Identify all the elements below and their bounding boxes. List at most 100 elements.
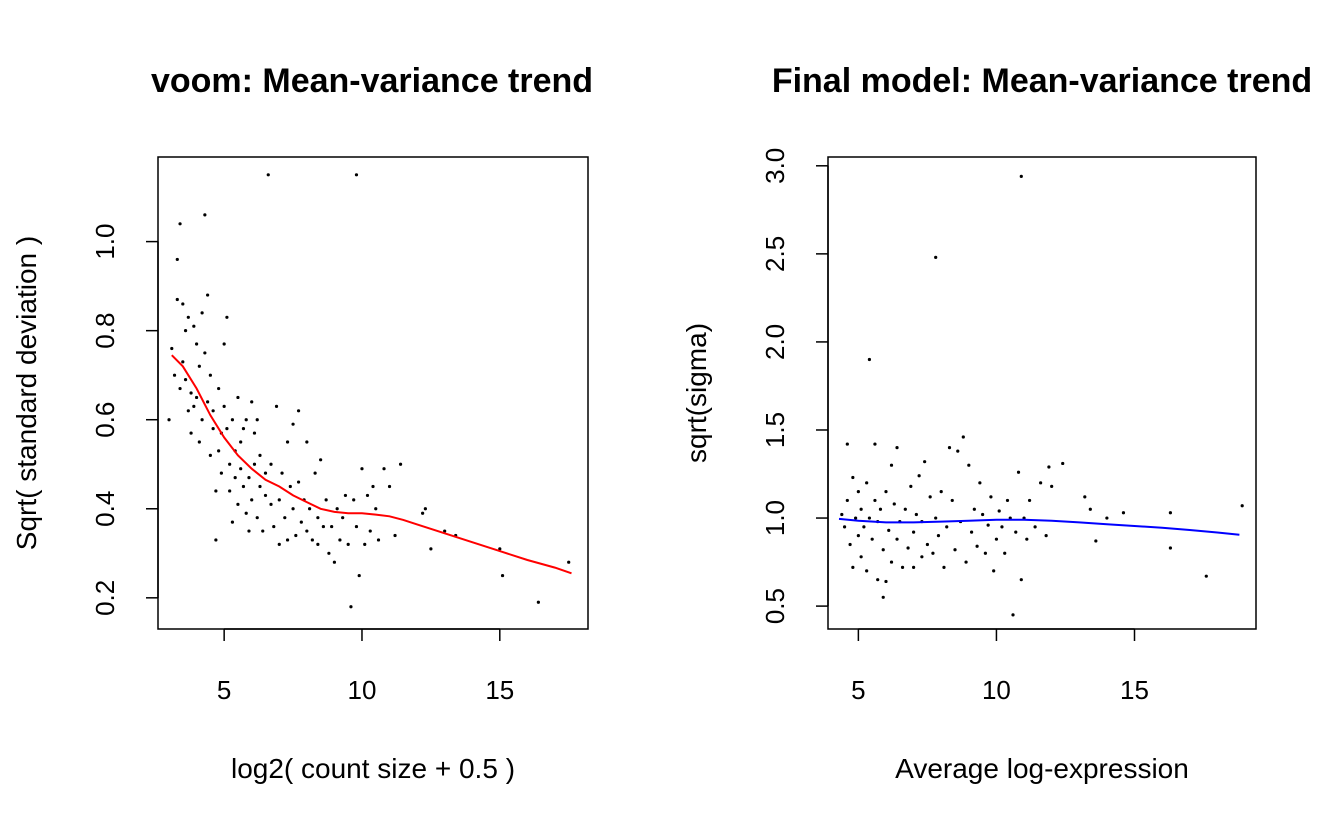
data-point [881, 548, 885, 552]
data-point [263, 471, 268, 475]
data-point [997, 509, 1001, 513]
y-tick-label: 0.6 [90, 402, 120, 438]
data-point [936, 534, 941, 538]
data-point [1014, 530, 1018, 534]
data-point [867, 357, 872, 362]
data-point [266, 173, 270, 177]
data-point [429, 547, 433, 551]
data-point [1039, 481, 1043, 485]
data-point [186, 315, 190, 319]
data-point [859, 555, 863, 559]
chart-title: Final model: Mean-variance trend [772, 62, 1312, 100]
data-point [194, 342, 199, 346]
scatter-points [840, 174, 1244, 617]
data-point [261, 529, 265, 533]
data-point [247, 529, 251, 533]
data-point [354, 524, 359, 529]
data-point [934, 516, 938, 520]
data-point [230, 520, 235, 524]
data-point [1168, 546, 1172, 550]
data-point [876, 578, 880, 582]
data-point [175, 297, 179, 302]
data-point [178, 386, 182, 391]
x-tick-label: 10 [982, 675, 1011, 705]
data-point [939, 490, 943, 494]
data-point [225, 427, 229, 431]
data-point [363, 542, 367, 546]
data-point [845, 498, 849, 503]
data-point [324, 498, 328, 502]
data-point [183, 378, 188, 382]
data-point [175, 257, 179, 262]
data-point [197, 440, 201, 444]
data-point [321, 524, 325, 529]
data-point [338, 538, 342, 542]
data-point [978, 481, 982, 485]
x-tick-label: 5 [851, 675, 865, 705]
data-point [316, 516, 320, 520]
panel-voom: voom: Mean-variance trend 5 10 15 0.20.40.… [11, 62, 593, 784]
data-point [269, 502, 273, 506]
data-point [903, 507, 907, 511]
data-point [194, 395, 199, 400]
trend-line [171, 354, 572, 575]
data-point [1027, 498, 1032, 503]
y-tick-label: 1.0 [760, 500, 790, 536]
data-point [294, 533, 298, 538]
data-point [912, 530, 916, 534]
data-point [1168, 511, 1172, 515]
data-point [341, 516, 345, 520]
data-point [236, 502, 240, 506]
y-tick-label: 1.5 [760, 412, 790, 448]
data-point [945, 525, 949, 529]
x-tick-label: 15 [485, 675, 514, 705]
data-point [925, 542, 930, 547]
data-point [382, 467, 386, 471]
data-point [310, 538, 314, 542]
data-point [272, 524, 276, 529]
data-point [233, 476, 237, 480]
data-point [371, 484, 375, 489]
data-point [953, 548, 957, 552]
data-point [327, 551, 331, 555]
data-point [214, 489, 218, 493]
data-point [332, 560, 337, 564]
data-point [181, 360, 185, 364]
x-tick-label: 10 [348, 675, 377, 705]
data-point [865, 569, 869, 573]
data-point [203, 213, 207, 217]
data-point [192, 324, 196, 328]
data-point [285, 538, 290, 542]
y-axis: 0.5 1.0 1.5 2.0 2.5 3.0 [760, 148, 829, 624]
data-point [269, 462, 273, 466]
data-point [250, 498, 254, 502]
data-point [189, 431, 193, 435]
data-point [567, 560, 571, 564]
x-tick-label: 5 [217, 675, 231, 705]
data-point [250, 400, 254, 404]
data-point [956, 449, 960, 453]
data-point [443, 529, 447, 533]
data-point [1047, 465, 1051, 469]
data-point [909, 484, 913, 488]
data-point [239, 440, 243, 444]
data-point [206, 293, 210, 297]
data-point [291, 422, 295, 426]
data-point [878, 507, 883, 511]
data-point [230, 418, 235, 422]
data-point [975, 544, 979, 548]
data-point [947, 445, 952, 450]
data-point [258, 484, 262, 489]
y-tick-label: 3.0 [760, 148, 790, 184]
data-point [239, 467, 243, 471]
data-point [1044, 534, 1048, 538]
data-point [214, 538, 218, 542]
data-point [255, 418, 259, 422]
trend-line [838, 517, 1240, 536]
data-point [236, 395, 240, 400]
data-point [986, 523, 990, 527]
data-point [200, 311, 204, 315]
data-point [374, 507, 378, 511]
data-point [884, 579, 888, 584]
data-point [376, 538, 381, 542]
